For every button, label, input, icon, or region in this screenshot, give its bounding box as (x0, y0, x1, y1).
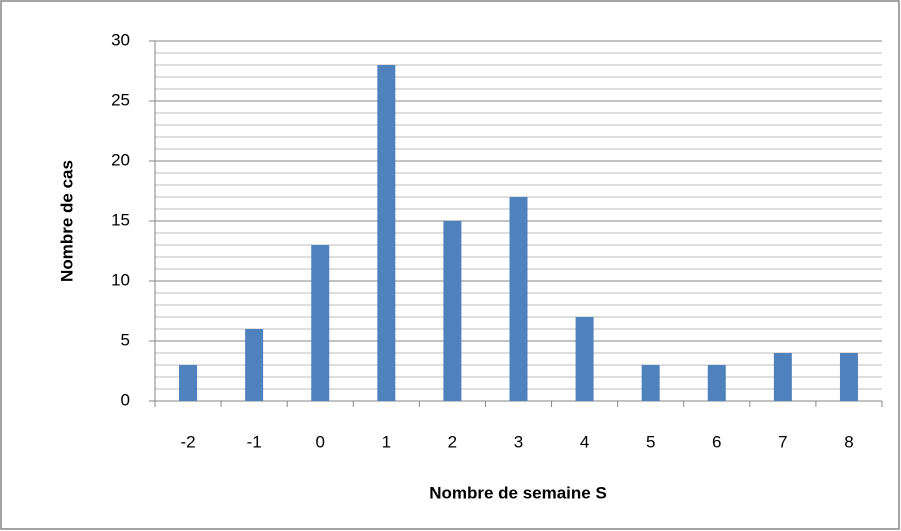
y-axis-title: Nombre de cas (57, 160, 76, 282)
y-tick-label: 20 (111, 150, 130, 169)
bar (377, 65, 396, 401)
x-tick-label: 3 (514, 432, 523, 451)
bar (311, 245, 330, 401)
bar (773, 353, 792, 401)
bar (839, 353, 858, 401)
y-tick-label: 5 (121, 330, 130, 349)
x-tick-label: 0 (315, 432, 324, 451)
bar (443, 221, 462, 401)
bar (641, 365, 660, 401)
x-tick-label: 8 (844, 432, 853, 451)
bar (245, 329, 264, 401)
x-tick-label: -1 (247, 432, 262, 451)
x-tick-label: 4 (580, 432, 589, 451)
x-tick-label: -2 (180, 432, 195, 451)
x-tick-label: 7 (778, 432, 787, 451)
bar (575, 317, 594, 401)
x-axis-title: Nombre de semaine S (429, 483, 607, 502)
bar (179, 365, 198, 401)
bar (509, 197, 528, 401)
x-tick-label: 5 (646, 432, 655, 451)
y-tick-label: 15 (111, 210, 130, 229)
x-tick-label: 6 (712, 432, 721, 451)
x-tick-label: 1 (382, 432, 391, 451)
y-tick-label: 30 (111, 30, 130, 49)
y-tick-label: 0 (121, 390, 130, 409)
bar (707, 365, 726, 401)
y-tick-label: 25 (111, 90, 130, 109)
y-tick-label: 10 (111, 270, 130, 289)
x-tick-label: 2 (448, 432, 457, 451)
